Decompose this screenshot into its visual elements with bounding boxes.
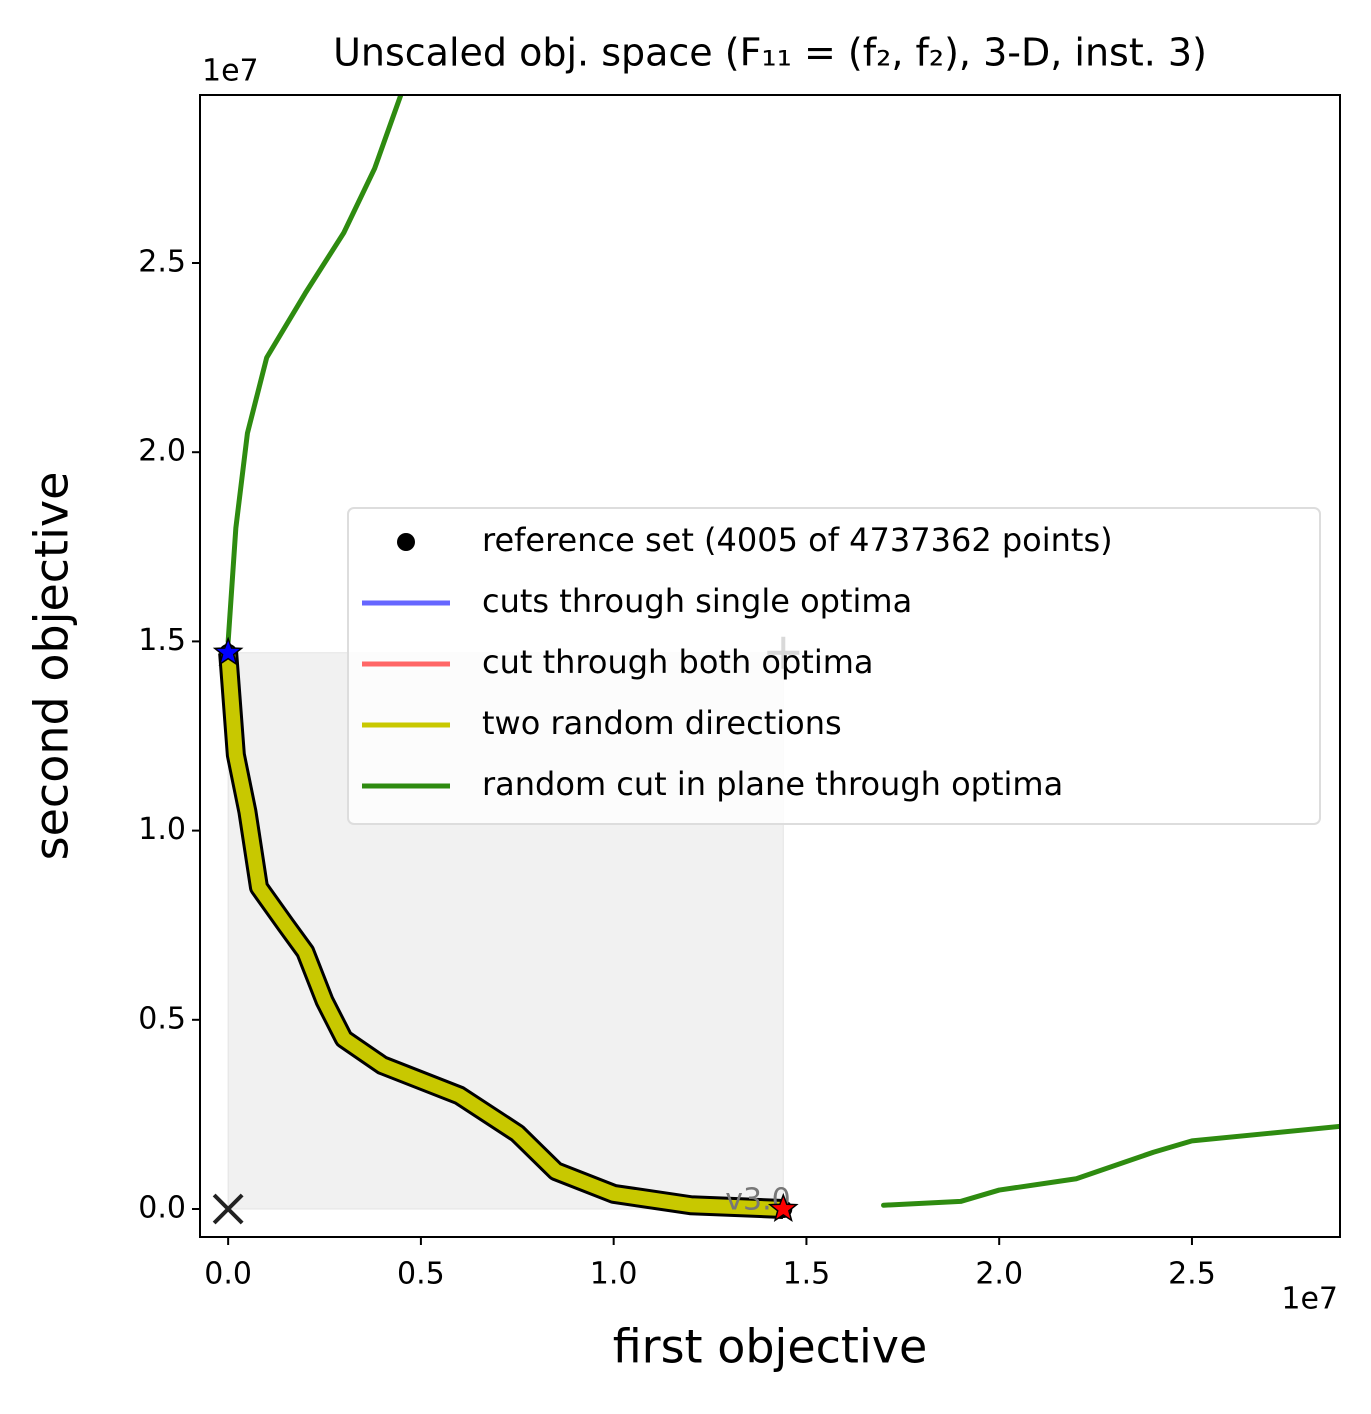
y-tick-label: 2.5 [138,245,186,280]
y-tick-label: 2.0 [138,434,186,469]
legend-label: cuts through single optima [482,582,912,620]
x-offset-label: 1e7 [1281,1282,1338,1317]
series-line [225,95,1340,1208]
x-tick-label: 2.5 [1168,1257,1216,1292]
chart-title: Unscaled obj. space (F₁₁ = (f₂, f₂), 3-D… [333,31,1207,75]
legend-label: cut through both optima [482,643,874,681]
legend-label: two random directions [482,704,842,742]
y-axis-label: second objective [25,472,79,861]
x-axis-label: first objective [613,1320,928,1374]
ideal-point [212,1193,244,1225]
x-tick-label: 0.0 [204,1257,252,1292]
optimum-star [767,1192,799,1223]
plot-frame [199,94,1341,1238]
x-tick-label: 2.0 [975,1257,1023,1292]
y-tick-label: 0.0 [138,1190,186,1225]
y-tick-label: 0.5 [138,1001,186,1036]
x-tick-label: 1.5 [783,1257,831,1292]
optimum-star [212,636,244,666]
y-tick-label: 1.0 [138,812,186,847]
y-offset-label: 1e7 [202,54,259,89]
plot-area [218,95,1340,1219]
series-line [221,645,791,1216]
y-tick-label: 1.5 [138,623,186,658]
legend-label: random cut in plane through optima [482,765,1063,803]
legend-label: reference set (4005 of 4737362 points) [482,521,1113,559]
legend-swatch [397,533,415,551]
x-tick-label: 0.5 [397,1257,445,1292]
x-tick-label: 1.0 [590,1257,638,1292]
legend-box [347,507,1321,825]
